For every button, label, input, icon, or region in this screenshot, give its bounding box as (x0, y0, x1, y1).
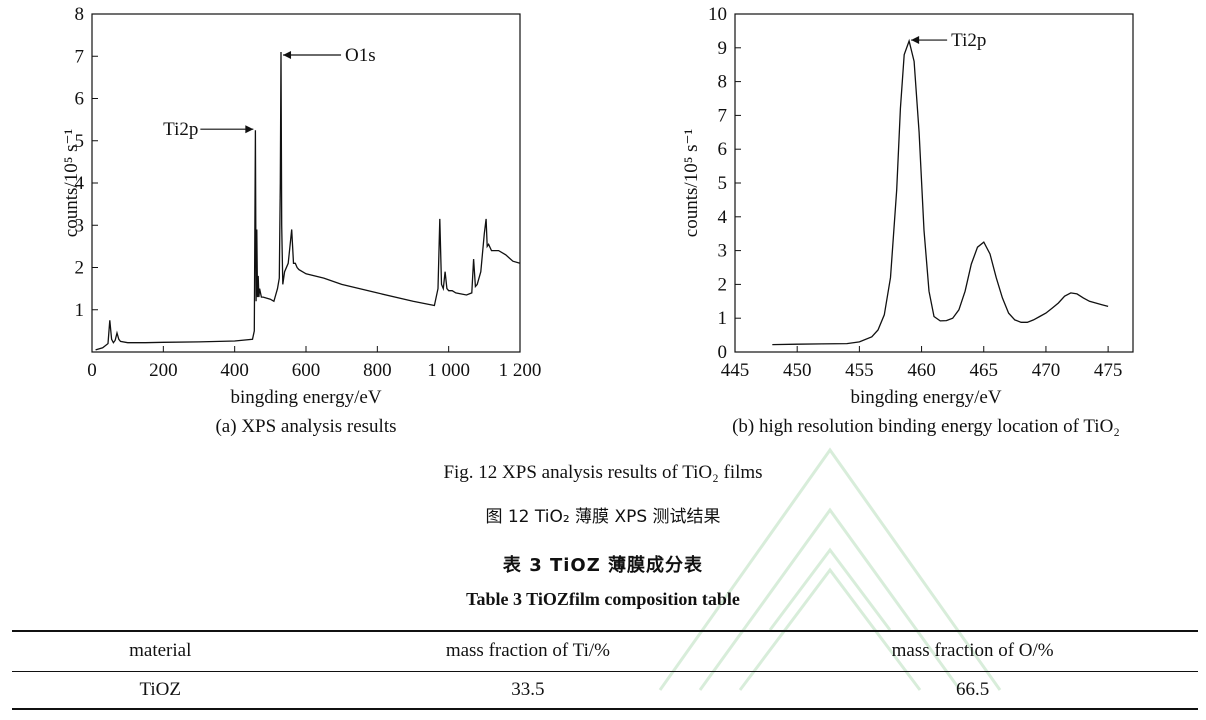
x-tick-label: 475 (1094, 360, 1123, 381)
y-tick-label: 4 (718, 207, 728, 228)
table-title-cn: 表 3 TiOZ 薄膜成分表 (502, 555, 704, 576)
y-tick-label: 8 (75, 4, 85, 25)
x-tick-label: 1 000 (427, 360, 470, 381)
x-tick-label: 460 (907, 360, 936, 381)
y-tick-label: 1 (75, 300, 85, 321)
y-tick-label: 6 (75, 89, 85, 110)
peak-label: Ti2p (163, 119, 198, 140)
ti2p-hr-chart: 445 450 455 460 465 470 475 0 1 2 3 4 5 6 7 8 9 10 Ti2p b… (681, 4, 1134, 437)
x-tick-label: 800 (363, 360, 392, 381)
y-tick-label: 2 (718, 274, 728, 295)
peak-label: Ti2p (951, 30, 986, 51)
y-tick-label: 3 (718, 241, 728, 262)
plot-frame (91, 13, 521, 353)
x-tick-label: 465 (970, 360, 999, 381)
cell-ti-fraction: 33.5 (308, 671, 748, 710)
y-axis-label: counts/10⁵ s⁻¹ (61, 129, 82, 238)
header-ti-fraction: mass fraction of Ti/% (308, 630, 748, 672)
figure-caption-cn: 图 12 TiO₂ 薄膜 XPS 测试结果 (485, 507, 721, 527)
y-tick-label: 5 (718, 173, 728, 194)
table-header-row: material mass fraction of Ti/% mass frac… (12, 630, 1198, 672)
x-tick-label: 400 (220, 360, 249, 381)
x-tick-label: 0 (87, 360, 97, 381)
subfigure-caption: (b) high resolution binding energy locat… (732, 416, 1120, 437)
y-tick-label: 8 (718, 72, 728, 93)
x-tick-label: 450 (783, 360, 812, 381)
y-tick-label: 2 (75, 258, 85, 279)
x-axis-label: bingding energy/eV (230, 387, 381, 408)
x-tick-label: 1 200 (499, 360, 542, 381)
x-tick-label: 600 (292, 360, 321, 381)
composition-table: material mass fraction of Ti/% mass frac… (12, 630, 1198, 710)
x-tick-label: 455 (845, 360, 874, 381)
cell-o-fraction: 66.5 (747, 671, 1198, 710)
x-tick-label: 200 (149, 360, 178, 381)
ti2p-hr-line (772, 38, 1109, 346)
header-material: material (12, 630, 309, 672)
y-tick-label: 6 (718, 139, 728, 160)
y-tick-label: 1 (718, 308, 728, 329)
y-tick-label: 0 (718, 342, 728, 363)
y-tick-label: 7 (718, 105, 728, 126)
x-axis-label: bingding energy/eV (850, 387, 1001, 408)
y-tick-label: 10 (708, 4, 727, 25)
y-tick-label: 7 (75, 46, 85, 67)
arrow-head (283, 51, 292, 60)
subfigure-caption: (a) XPS analysis results (215, 416, 396, 437)
y-tick-label: 9 (718, 38, 728, 59)
plot-frame (734, 13, 1134, 353)
table-row: TiOZ 33.5 66.5 (12, 671, 1198, 710)
cell-material: TiOZ (12, 671, 309, 710)
xps-survey-line (95, 51, 521, 351)
y-tick-label: 3 (75, 215, 85, 236)
figure-caption-en: Fig. 12 XPS analysis results of TiO₂ fil… (443, 462, 763, 483)
y-axis-label-b: counts/10⁵ s⁻¹ (681, 129, 702, 238)
y-tick-label: 4 (75, 173, 85, 194)
peak-label: O1s (345, 45, 376, 66)
y-tick-label: 5 (75, 131, 85, 152)
header-o-fraction: mass fraction of O/% (747, 630, 1198, 672)
arrow-head (911, 36, 920, 45)
table-title-en: Table 3 TiOZfilm composition table (466, 589, 740, 609)
arrow-head (245, 125, 254, 134)
x-tick-label: 470 (1032, 360, 1061, 381)
x-tick-label: 445 (721, 360, 750, 381)
